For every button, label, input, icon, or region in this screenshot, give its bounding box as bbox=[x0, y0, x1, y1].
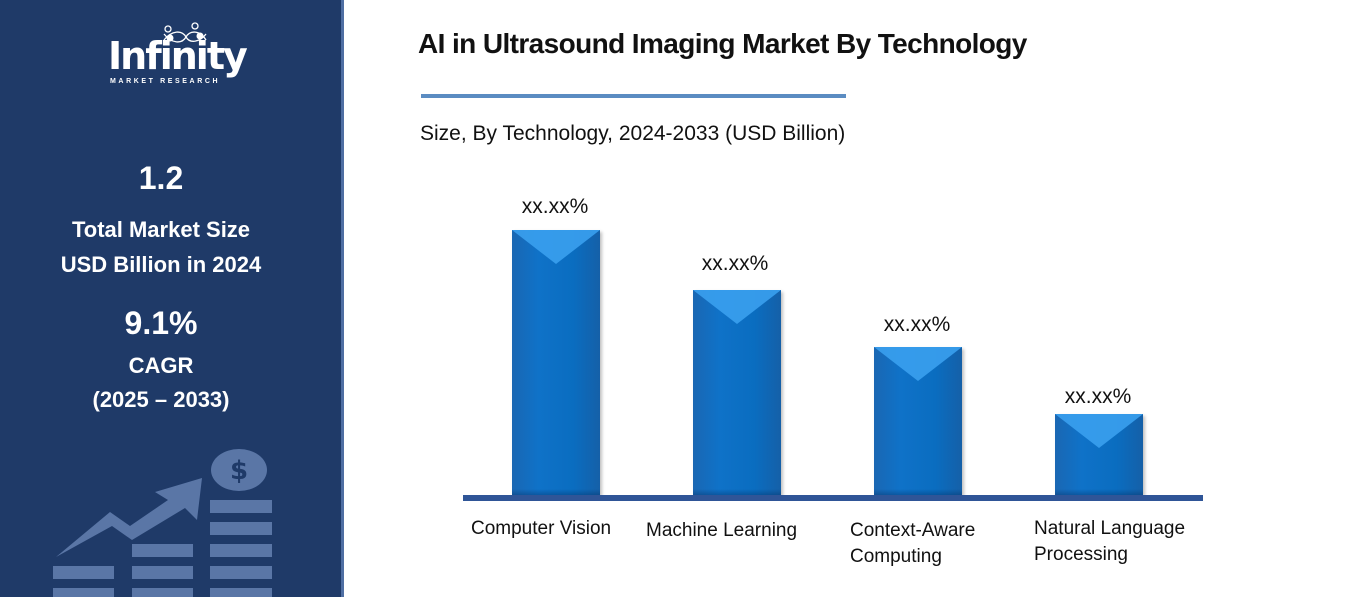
sidebar-panel: Infinity MARKET RESEARCH 1.2 Total Marke… bbox=[0, 0, 344, 597]
chart-title: AI in Ultrasound Imaging Market By Techn… bbox=[418, 28, 1027, 59]
bar-value-label: xx.xx% bbox=[521, 195, 589, 218]
cagr-period: (2025 – 2033) bbox=[92, 387, 230, 412]
category-label-line: Computing bbox=[850, 546, 942, 567]
bar-value-label: xx.xx% bbox=[883, 313, 951, 336]
x-axis-line bbox=[463, 495, 1203, 501]
title-underline bbox=[421, 94, 846, 98]
brand-tagline: MARKET RESEARCH bbox=[110, 78, 221, 85]
category-label: Context-Aware Computing bbox=[850, 518, 975, 570]
category-label-line: Computer Vision bbox=[471, 518, 612, 539]
category-label-line: Context-Aware bbox=[850, 520, 976, 541]
category-label: Natural Language Processing bbox=[1034, 516, 1185, 568]
cagr-value: 9.1% bbox=[124, 305, 198, 341]
category-label: Computer Vision bbox=[471, 516, 611, 542]
brand-name: Infinity bbox=[108, 34, 248, 78]
category-label-line: Processing bbox=[1034, 544, 1128, 565]
market-size-value: 1.2 bbox=[138, 160, 184, 196]
category-label-line: Machine Learning bbox=[646, 520, 798, 541]
bar-natural-language-processing bbox=[1055, 414, 1143, 495]
svg-text:$: $ bbox=[230, 456, 248, 486]
cagr-label: CAGR bbox=[128, 353, 194, 378]
category-label-line: Natural Language bbox=[1034, 518, 1186, 539]
bar-value-label: xx.xx% bbox=[701, 252, 769, 275]
brand-logo: Infinity MARKET RESEARCH bbox=[108, 22, 248, 88]
bar-machine-learning bbox=[693, 290, 781, 495]
bar-context-aware-computing bbox=[874, 347, 962, 495]
chart-subtitle: Size, By Technology, 2024-2033 (USD Bill… bbox=[420, 122, 846, 145]
bar-computer-vision bbox=[512, 230, 600, 495]
bar-value-label: xx.xx% bbox=[1064, 385, 1132, 408]
growth-chart-dollar-icon: $ bbox=[53, 449, 272, 597]
category-label: Machine Learning bbox=[646, 518, 797, 544]
market-size-label: Total Market Size bbox=[71, 217, 251, 242]
market-size-unit: USD Billion in 2024 bbox=[60, 252, 262, 277]
infinity-swirl-icon bbox=[163, 22, 207, 43]
